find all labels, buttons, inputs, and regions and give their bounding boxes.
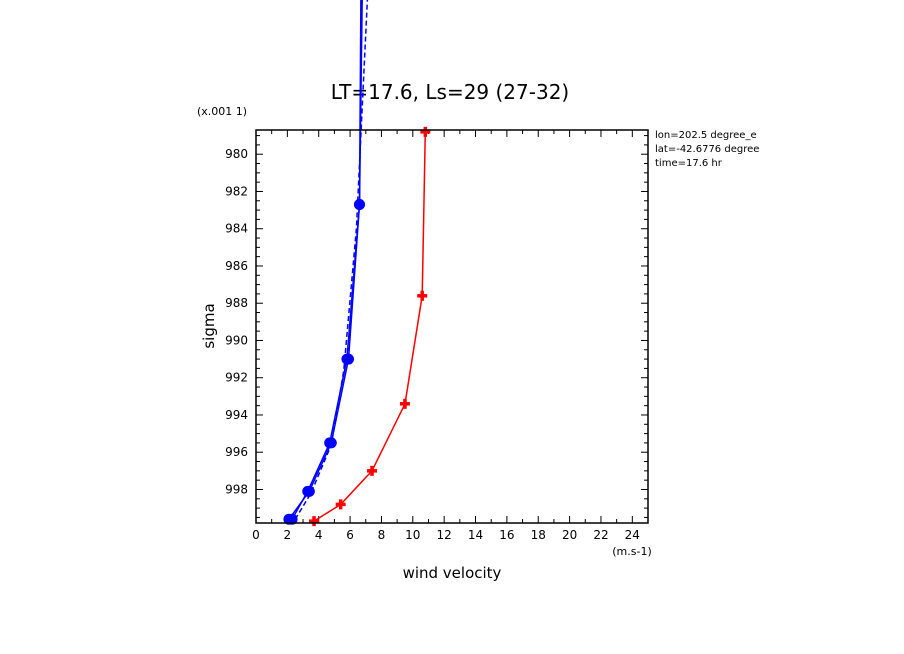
x-tick-label: 22 (593, 528, 608, 542)
series-3-point (367, 465, 378, 476)
x-tick-label: 24 (625, 528, 640, 542)
x-tick-label: 12 (437, 528, 452, 542)
x-tick-label: 14 (468, 528, 483, 542)
annotation-lon: lon=202.5 degree_e (655, 130, 757, 141)
x-tick-label: 20 (562, 528, 577, 542)
series-1-point (353, 199, 365, 211)
series-3-point (420, 126, 431, 137)
series-1-point (286, 513, 298, 525)
chart-title: LT=17.6, Ls=29 (27-32) (331, 80, 569, 104)
series-3-point (309, 516, 320, 527)
y-tick-label: 998 (225, 482, 248, 496)
x-tick-label: 16 (499, 528, 514, 542)
y-tick-label: 982 (225, 184, 248, 198)
x-tick-label: 10 (405, 528, 420, 542)
x-axis-label: wind velocity (403, 564, 502, 582)
series-3-point (399, 398, 410, 409)
y-tick-label: 992 (225, 371, 248, 385)
annotation-lat: lat=-42.6776 degree (655, 144, 759, 155)
x-unit-label: (m.s-1) (612, 545, 652, 558)
series-line-2 (294, 0, 369, 520)
x-tick-label: 0 (252, 528, 260, 542)
series-3-point (417, 290, 428, 301)
series-1-point (341, 353, 353, 365)
annotation-cover (780, 126, 904, 176)
y-tick-label: 988 (225, 296, 248, 310)
series-1-point (324, 437, 336, 449)
y-tick-label: 980 (225, 147, 248, 161)
y-unit-label: (x.001 1) (197, 105, 247, 118)
y-axis-label: sigma (200, 303, 218, 348)
y-tick-label: 984 (225, 222, 248, 236)
series-1-point (302, 485, 314, 497)
x-tick-label: 2 (284, 528, 292, 542)
annotation-time: time=17.6 hr (655, 158, 723, 169)
y-tick-label: 994 (225, 408, 248, 422)
series-line-3 (313, 131, 427, 522)
x-tick-label: 18 (531, 528, 546, 542)
y-tick-label: 990 (225, 333, 248, 347)
x-tick-label: 8 (378, 528, 386, 542)
y-tick-label: 996 (225, 445, 248, 459)
plot-frame (255, 129, 649, 524)
x-tick-label: 6 (346, 528, 354, 542)
x-tick-label: 4 (315, 528, 323, 542)
y-tick-label: 986 (225, 259, 248, 273)
series-3-point (335, 499, 346, 510)
